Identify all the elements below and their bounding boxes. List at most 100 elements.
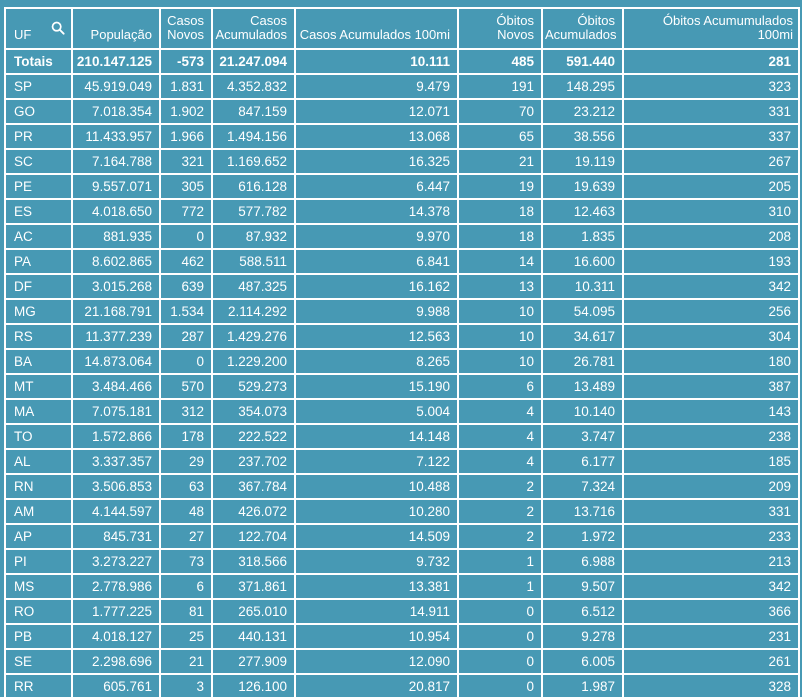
column-header-uf-label: UF xyxy=(14,27,32,43)
table-row[interactable]: AC 881.935 0 87.932 9.970 18 1.835 208 xyxy=(4,223,800,250)
table-row[interactable]: PA 8.602.865 462 588.511 6.841 14 16.600 193 xyxy=(4,248,800,275)
table-row[interactable]: PI 3.273.227 73 318.566 9.732 1 6.988 213 xyxy=(4,548,800,575)
cell-casos_acumulados_100mi: 10.280 xyxy=(294,498,459,525)
cell-casos_acumulados_100mi: 13.381 xyxy=(294,573,459,600)
column-header-populacao[interactable]: População xyxy=(71,7,161,50)
cell-casos_acumulados: 126.100 xyxy=(211,673,296,697)
cell-casos_acumulados_100mi: 9.988 xyxy=(294,298,459,325)
table-row[interactable]: TO 1.572.866 178 222.522 14.148 4 3.747 238 xyxy=(4,423,800,450)
table-row[interactable]: MG 21.168.791 1.534 2.114.292 9.988 10 54.095 2… xyxy=(4,298,800,325)
table-row[interactable]: PR 11.433.957 1.966 1.494.156 13.068 65 38.556… xyxy=(4,123,800,150)
cell-populacao: 4.144.597 xyxy=(71,498,161,525)
cell-casos_novos: 63 xyxy=(159,473,213,500)
cell-casos_acumulados_100mi: 16.162 xyxy=(294,273,459,300)
cell-uf: TO xyxy=(4,423,73,450)
cell-populacao: 4.018.127 xyxy=(71,623,161,650)
table-row[interactable]: MS 2.778.986 6 371.861 13.381 1 9.507 342 xyxy=(4,573,800,600)
column-header-obitos-acumumulados-100mi[interactable]: Óbitos Acumumulados 100mi xyxy=(622,7,800,50)
cell-uf: MT xyxy=(4,373,73,400)
cell-populacao: 7.018.354 xyxy=(71,98,161,125)
cell-uf: RR xyxy=(4,673,73,697)
column-header-obitos-novos[interactable]: Óbitos Novos xyxy=(457,7,543,50)
column-header-obitos-acumulados[interactable]: Óbitos Acumulados xyxy=(541,7,624,50)
cell-casos_acumulados_100mi: 10.111 xyxy=(294,48,459,75)
cell-casos_acumulados: 440.131 xyxy=(211,623,296,650)
table-row[interactable]: MT 3.484.466 570 529.273 15.190 6 13.489 387 xyxy=(4,373,800,400)
cell-obitos_novos: 13 xyxy=(457,273,543,300)
cell-obitos_novos: 191 xyxy=(457,73,543,100)
cell-casos_novos: 73 xyxy=(159,548,213,575)
cell-obitos_acumumulados_100mi: 238 xyxy=(622,423,800,450)
cell-obitos_novos: 14 xyxy=(457,248,543,275)
search-icon[interactable] xyxy=(50,20,66,36)
table-row[interactable]: RR 605.761 3 126.100 20.817 0 1.987 328 xyxy=(4,673,800,697)
cell-uf: SP xyxy=(4,73,73,100)
table-row[interactable]: GO 7.018.354 1.902 847.159 12.071 70 23.212 331 xyxy=(4,98,800,125)
table-row[interactable]: PB 4.018.127 25 440.131 10.954 0 9.278 231 xyxy=(4,623,800,650)
cell-casos_acumulados_100mi: 7.122 xyxy=(294,448,459,475)
cell-obitos_novos: 485 xyxy=(457,48,543,75)
cell-casos_acumulados: 367.784 xyxy=(211,473,296,500)
column-header-casos-acumulados-label: Casos Acumulados xyxy=(215,12,287,43)
cell-casos_novos: 81 xyxy=(159,598,213,625)
cell-obitos_acumumulados_100mi: 180 xyxy=(622,348,800,375)
table-row[interactable]: MA 7.075.181 312 354.073 5.004 4 10.140 143 xyxy=(4,398,800,425)
cell-obitos_acumulados: 12.463 xyxy=(541,198,624,225)
cell-casos_novos: 178 xyxy=(159,423,213,450)
table-row[interactable]: DF 3.015.268 639 487.325 16.162 13 10.311 342 xyxy=(4,273,800,300)
cell-obitos_acumulados: 1.835 xyxy=(541,223,624,250)
table-row[interactable]: SC 7.164.788 321 1.169.652 16.325 21 19.119 267 xyxy=(4,148,800,175)
cell-casos_acumulados_100mi: 9.732 xyxy=(294,548,459,575)
cell-casos_acumulados: 354.073 xyxy=(211,398,296,425)
cell-populacao: 210.147.125 xyxy=(71,48,161,75)
cell-casos_novos: 3 xyxy=(159,673,213,697)
table-row[interactable]: AL 3.337.357 29 237.702 7.122 4 6.177 185 xyxy=(4,448,800,475)
cell-obitos_novos: 4 xyxy=(457,398,543,425)
cell-obitos_acumumulados_100mi: 304 xyxy=(622,323,800,350)
cell-casos_acumulados: 426.072 xyxy=(211,498,296,525)
cell-obitos_acumulados: 10.140 xyxy=(541,398,624,425)
cell-populacao: 9.557.071 xyxy=(71,173,161,200)
cell-populacao: 14.873.064 xyxy=(71,348,161,375)
cell-populacao: 2.298.696 xyxy=(71,648,161,675)
table-row[interactable]: ES 4.018.650 772 577.782 14.378 18 12.463 310 xyxy=(4,198,800,225)
table-row[interactable]: SP 45.919.049 1.831 4.352.832 9.479 191 148.29… xyxy=(4,73,800,100)
cell-uf: PA xyxy=(4,248,73,275)
cell-uf: MA xyxy=(4,398,73,425)
table-row[interactable]: AM 4.144.597 48 426.072 10.280 2 13.716 331 xyxy=(4,498,800,525)
cell-casos_acumulados_100mi: 14.148 xyxy=(294,423,459,450)
table-row[interactable]: SE 2.298.696 21 277.909 12.090 0 6.005 261 xyxy=(4,648,800,675)
column-header-casos-acumulados-100mi[interactable]: Casos Acumulados 100mi xyxy=(294,7,459,50)
table-row[interactable]: AP 845.731 27 122.704 14.509 2 1.972 233 xyxy=(4,523,800,550)
cell-obitos_acumulados: 16.600 xyxy=(541,248,624,275)
column-header-uf[interactable]: UF xyxy=(4,7,73,50)
cell-obitos_novos: 4 xyxy=(457,448,543,475)
cell-obitos_acumulados: 1.987 xyxy=(541,673,624,697)
table-row[interactable]: PE 9.557.071 305 616.128 6.447 19 19.639 205 xyxy=(4,173,800,200)
table-row[interactable]: RN 3.506.853 63 367.784 10.488 2 7.324 209 xyxy=(4,473,800,500)
cell-casos_acumulados: 87.932 xyxy=(211,223,296,250)
column-header-casos-acumulados[interactable]: Casos Acumulados xyxy=(211,7,296,50)
cell-casos_acumulados: 237.702 xyxy=(211,448,296,475)
cell-casos_acumulados: 2.114.292 xyxy=(211,298,296,325)
column-header-casos-novos[interactable]: Casos Novos xyxy=(159,7,213,50)
cell-uf: MG xyxy=(4,298,73,325)
table-row[interactable]: Totais 210.147.125 -573 21.247.094 10.111 485… xyxy=(4,48,800,75)
cell-casos_acumulados: 1.169.652 xyxy=(211,148,296,175)
cell-casos_acumulados: 487.325 xyxy=(211,273,296,300)
cell-casos_novos: 570 xyxy=(159,373,213,400)
cell-populacao: 2.778.986 xyxy=(71,573,161,600)
cell-casos_acumulados_100mi: 20.817 xyxy=(294,673,459,697)
cell-obitos_acumulados: 6.512 xyxy=(541,598,624,625)
table-row[interactable]: RO 1.777.225 81 265.010 14.911 0 6.512 366 xyxy=(4,598,800,625)
cell-casos_acumulados_100mi: 8.265 xyxy=(294,348,459,375)
cell-obitos_acumulados: 6.005 xyxy=(541,648,624,675)
cell-populacao: 3.506.853 xyxy=(71,473,161,500)
table-row[interactable]: RS 11.377.239 287 1.429.276 12.563 10 34.617 30… xyxy=(4,323,800,350)
table-row[interactable]: BA 14.873.064 0 1.229.200 8.265 10 26.781 180 xyxy=(4,348,800,375)
cell-casos_acumulados: 277.909 xyxy=(211,648,296,675)
cell-casos_acumulados: 616.128 xyxy=(211,173,296,200)
cell-populacao: 7.075.181 xyxy=(71,398,161,425)
cell-casos_novos: 0 xyxy=(159,223,213,250)
